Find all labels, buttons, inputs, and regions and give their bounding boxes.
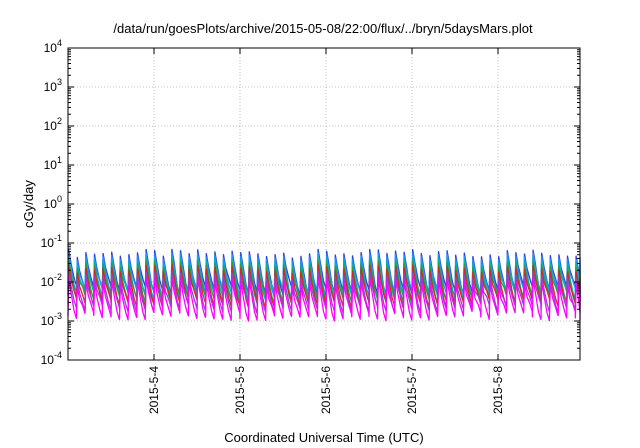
y-tick-label: 101 <box>44 155 62 172</box>
x-tick-label: 2015-5-7 <box>405 366 419 414</box>
y-tick-label: 102 <box>44 116 62 133</box>
x-axis: 2015-5-4 2015-5-5 2015-5-6 2015-5-7 2015-5-8 <box>147 48 505 414</box>
x-tick-label: 2015-5-8 <box>491 366 505 414</box>
x-tick-label: 2015-5-4 <box>147 366 161 414</box>
y-axis-label: cGy/day <box>21 180 36 228</box>
y-tick-label: 10-3 <box>41 311 62 328</box>
x-tick-label: 2015-5-5 <box>233 366 247 414</box>
series-layer <box>67 248 581 322</box>
y-tick-label: 10-4 <box>41 350 62 367</box>
x-axis-label: Coordinated Universal Time (UTC) <box>224 430 423 445</box>
y-tick-label: 10-1 <box>41 233 62 250</box>
series-line <box>67 277 581 322</box>
y-tick-label: 100 <box>44 194 62 211</box>
y-axis: 10-4 10-3 10-2 10-1 100 101 102 103 104 <box>41 38 580 367</box>
x-tick-label: 2015-5-6 <box>319 366 333 414</box>
y-tick-label: 10-2 <box>41 272 62 289</box>
chart-title: /data/run/goesPlots/archive/2015-05-08/2… <box>113 21 533 36</box>
y-tick-label: 103 <box>44 77 62 94</box>
y-tick-label: 104 <box>44 38 62 55</box>
